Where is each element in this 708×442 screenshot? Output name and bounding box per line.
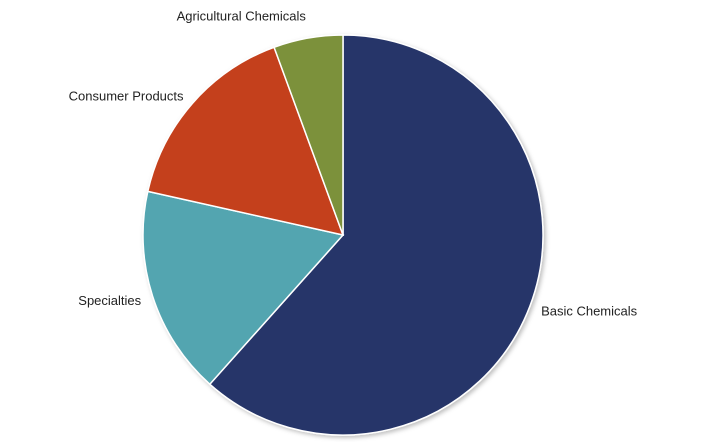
- pie-slice-basic-chemicals[interactable]: [208, 34, 544, 436]
- pie-slice-specialties[interactable]: [142, 190, 345, 386]
- slice-label: Specialties: [78, 293, 141, 308]
- slice-label: Consumer Products: [69, 88, 184, 103]
- slice-label: Agricultural Chemicals: [177, 8, 307, 23]
- pie-labels: Basic Chemicals Specialties Consumer Produ…: [69, 8, 638, 318]
- pie-slice-consumer-products[interactable]: [146, 46, 345, 237]
- pie-slice-agricultural-chemicals[interactable]: [273, 34, 344, 236]
- pie-slices: [142, 34, 544, 436]
- slice-label: Basic Chemicals: [541, 304, 638, 319]
